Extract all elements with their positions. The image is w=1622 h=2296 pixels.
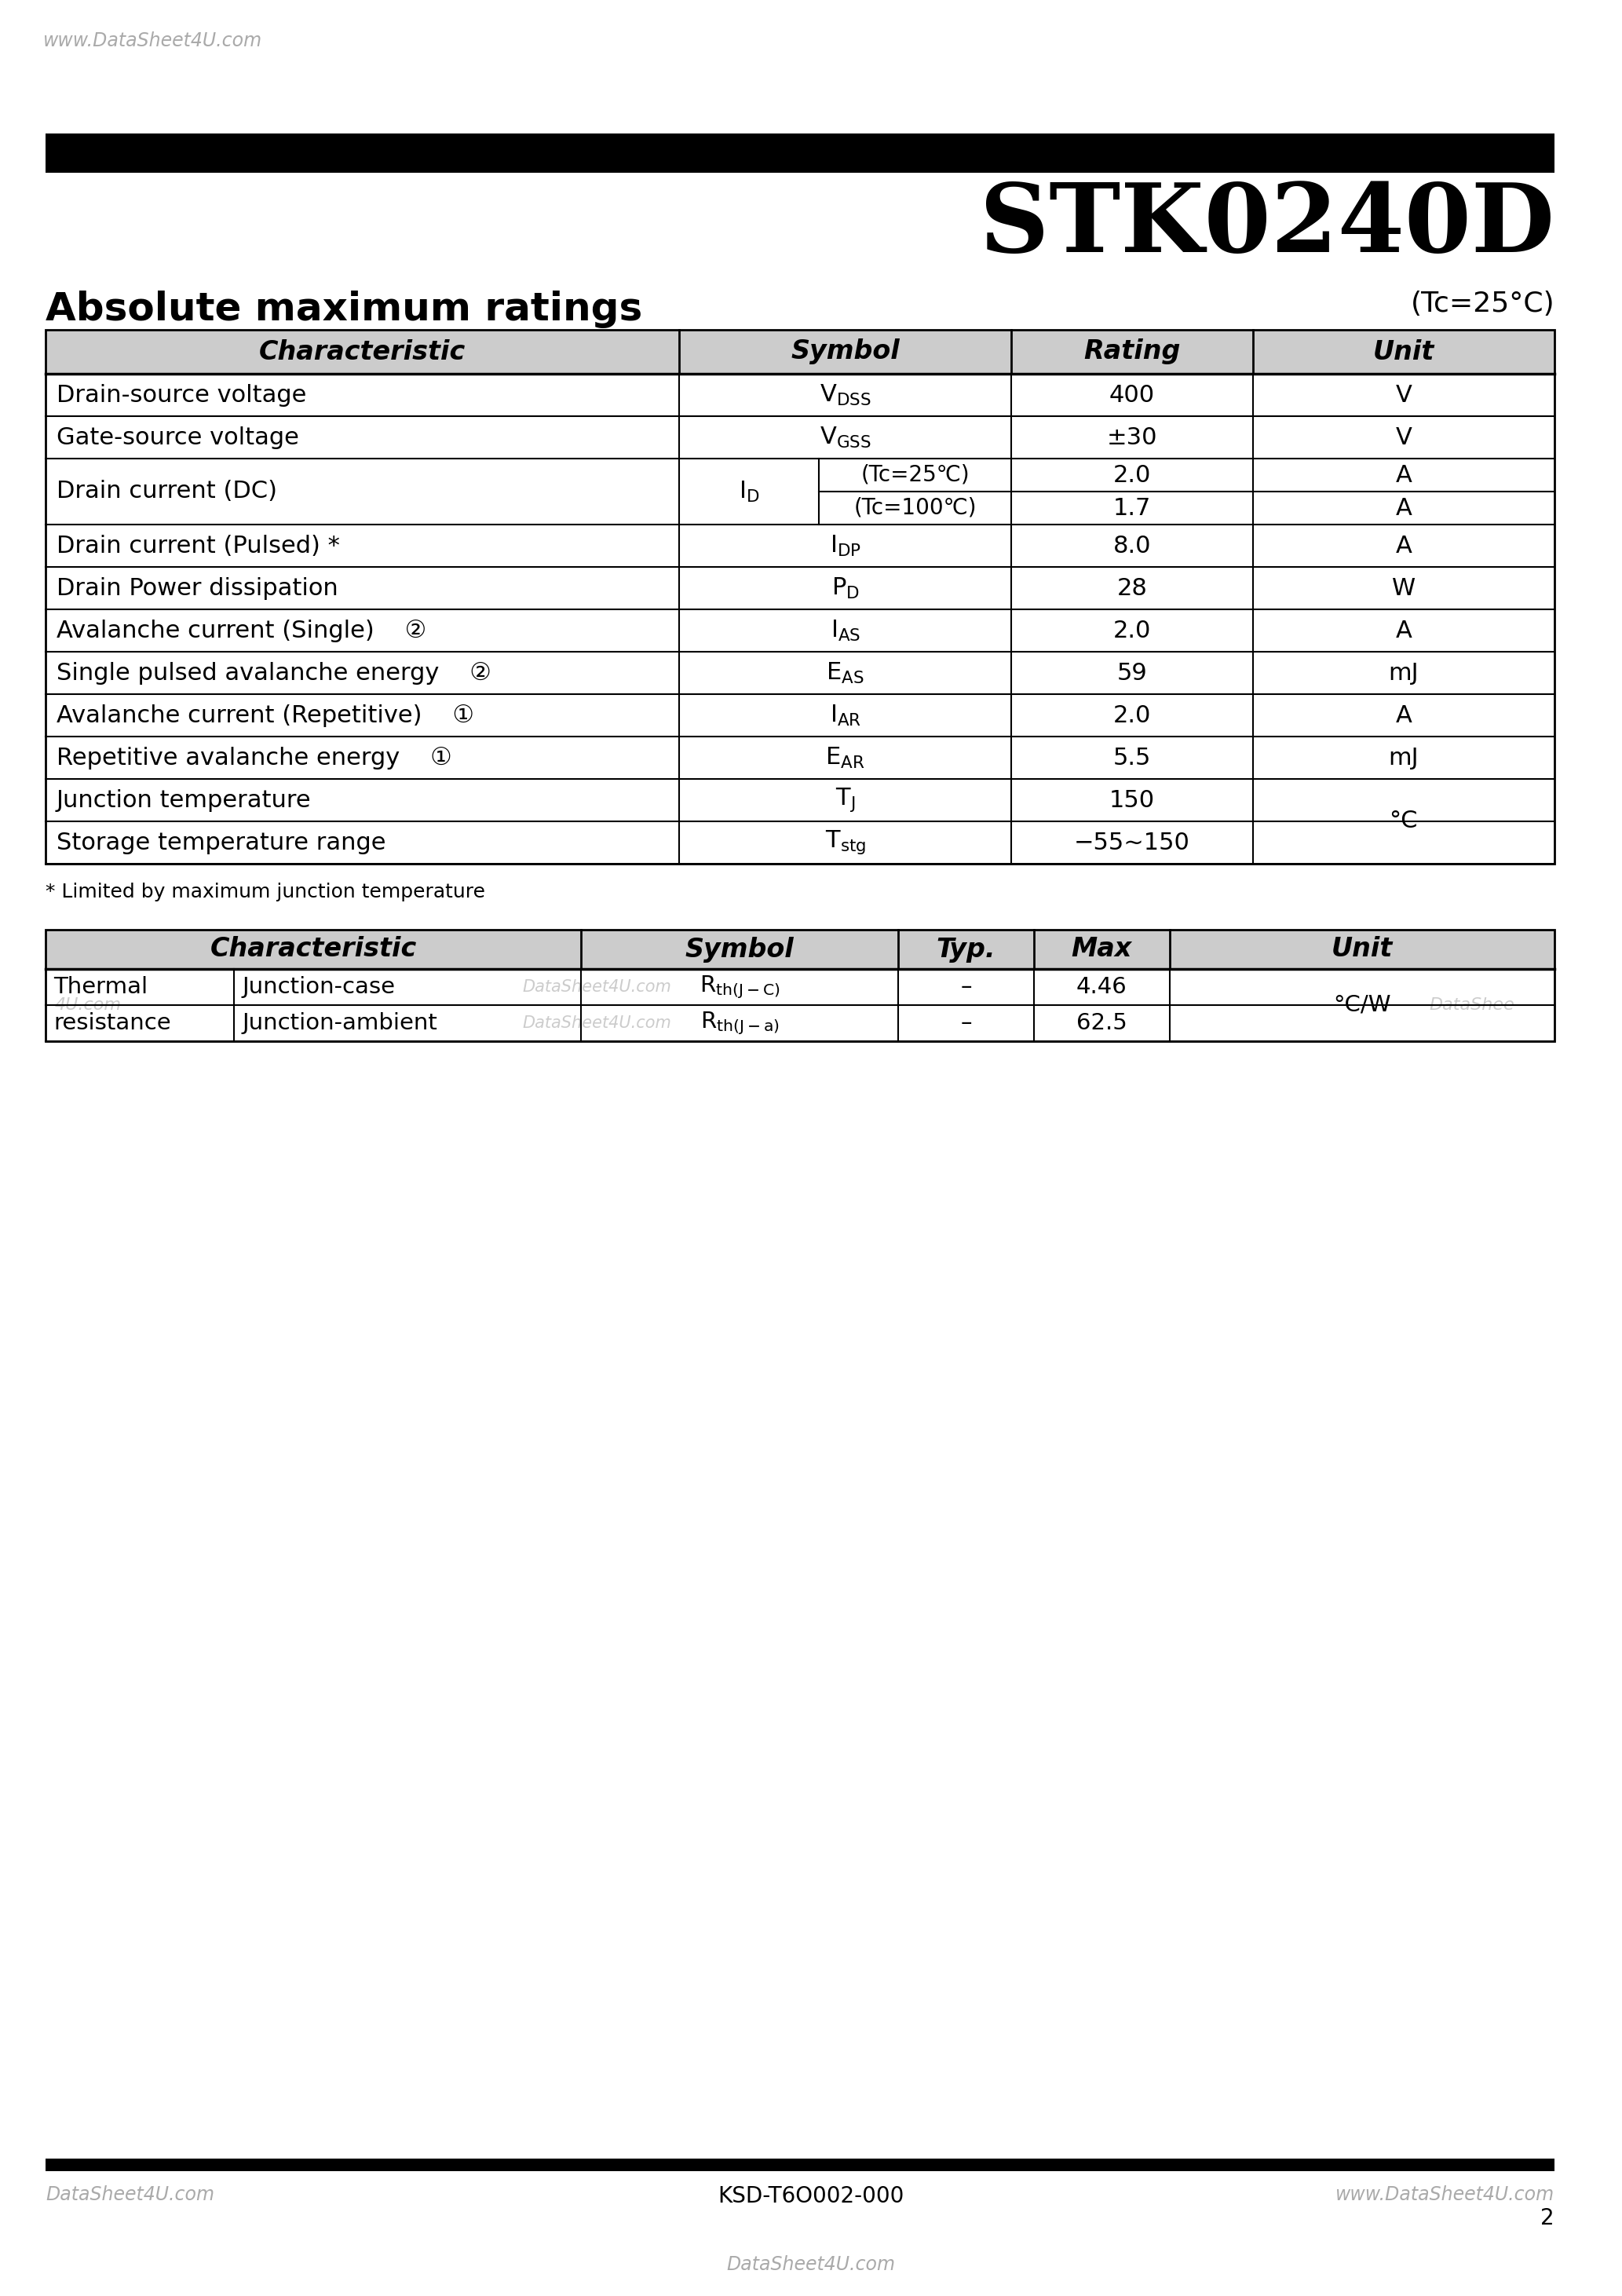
Text: Avalanche current (Single)    ②: Avalanche current (Single) ② bbox=[57, 620, 427, 643]
Text: V: V bbox=[1395, 427, 1411, 448]
Text: E$_{\mathrm{AR}}$: E$_{\mathrm{AR}}$ bbox=[826, 746, 865, 769]
Text: –: – bbox=[960, 1013, 972, 1033]
Text: A: A bbox=[1395, 620, 1411, 643]
Text: I$_{\mathrm{AR}}$: I$_{\mathrm{AR}}$ bbox=[829, 703, 861, 728]
Text: resistance: resistance bbox=[54, 1013, 170, 1033]
Text: R$_{\mathrm{th(J-a)}}$: R$_{\mathrm{th(J-a)}}$ bbox=[701, 1010, 779, 1035]
Text: (Tc=100℃): (Tc=100℃) bbox=[853, 496, 976, 519]
Text: I$_{\mathrm{AS}}$: I$_{\mathrm{AS}}$ bbox=[830, 618, 860, 643]
Text: P$_{\mathrm{D}}$: P$_{\mathrm{D}}$ bbox=[830, 576, 860, 599]
Text: −55~150: −55~150 bbox=[1074, 831, 1191, 854]
Text: W: W bbox=[1392, 576, 1416, 599]
Text: T$_{\mathrm{stg}}$: T$_{\mathrm{stg}}$ bbox=[826, 829, 866, 856]
Text: Junction temperature: Junction temperature bbox=[57, 790, 311, 810]
Text: 2.0: 2.0 bbox=[1113, 705, 1152, 728]
Text: V$_{\mathrm{GSS}}$: V$_{\mathrm{GSS}}$ bbox=[819, 425, 871, 450]
Text: * Limited by maximum junction temperature: * Limited by maximum junction temperatur… bbox=[45, 882, 485, 902]
Bar bbox=[45, 133, 1554, 172]
Text: I$_{\mathrm{DP}}$: I$_{\mathrm{DP}}$ bbox=[829, 533, 861, 558]
Text: E$_{\mathrm{AS}}$: E$_{\mathrm{AS}}$ bbox=[826, 661, 865, 684]
Text: Typ.: Typ. bbox=[936, 937, 996, 962]
Text: Unit: Unit bbox=[1332, 937, 1393, 962]
Text: DataSheet4U.com: DataSheet4U.com bbox=[45, 2186, 214, 2204]
Text: 28: 28 bbox=[1116, 576, 1147, 599]
Text: °C/W: °C/W bbox=[1333, 994, 1392, 1017]
Text: I$_{\mathrm{D}}$: I$_{\mathrm{D}}$ bbox=[738, 480, 759, 503]
Text: DataShee: DataShee bbox=[1429, 996, 1515, 1013]
Text: 400: 400 bbox=[1109, 383, 1155, 406]
Text: KSD-T6O002-000: KSD-T6O002-000 bbox=[719, 2186, 903, 2206]
Text: V$_{\mathrm{DSS}}$: V$_{\mathrm{DSS}}$ bbox=[819, 383, 871, 406]
Text: 2.0: 2.0 bbox=[1113, 620, 1152, 643]
Text: Symbol: Symbol bbox=[684, 937, 795, 962]
Text: mJ: mJ bbox=[1388, 661, 1419, 684]
Text: Rating: Rating bbox=[1083, 340, 1181, 365]
Text: 1.7: 1.7 bbox=[1113, 496, 1152, 519]
Text: V: V bbox=[1395, 383, 1411, 406]
Text: Drain-source voltage: Drain-source voltage bbox=[57, 383, 307, 406]
Bar bbox=[45, 930, 1554, 1040]
Bar bbox=[45, 331, 1554, 374]
Text: Max: Max bbox=[1072, 937, 1132, 962]
Text: 150: 150 bbox=[1109, 790, 1155, 810]
Text: Drain current (DC): Drain current (DC) bbox=[57, 480, 277, 503]
Text: Characteristic: Characteristic bbox=[260, 340, 466, 365]
Text: Drain current (Pulsed) *: Drain current (Pulsed) * bbox=[57, 535, 341, 558]
Bar bbox=[45, 930, 1554, 969]
Text: –: – bbox=[960, 976, 972, 999]
Text: Characteristic: Characteristic bbox=[209, 937, 417, 962]
Text: 4.46: 4.46 bbox=[1077, 976, 1127, 999]
Text: Absolute maximum ratings: Absolute maximum ratings bbox=[45, 292, 642, 328]
Text: Avalanche current (Repetitive)    ①: Avalanche current (Repetitive) ① bbox=[57, 705, 474, 728]
Text: Thermal: Thermal bbox=[54, 976, 148, 999]
Text: ±30: ±30 bbox=[1106, 427, 1156, 448]
Text: Symbol: Symbol bbox=[792, 340, 900, 365]
Bar bbox=[45, 331, 1554, 863]
Bar bbox=[45, 2158, 1554, 2172]
Text: DataSheet4U.com: DataSheet4U.com bbox=[727, 2255, 895, 2273]
Text: 4U.com: 4U.com bbox=[55, 996, 122, 1013]
Text: 2: 2 bbox=[1541, 2206, 1554, 2229]
Text: DataSheet4U.com: DataSheet4U.com bbox=[522, 978, 672, 994]
Text: Junction-ambient: Junction-ambient bbox=[242, 1013, 438, 1033]
Text: A: A bbox=[1395, 705, 1411, 728]
Text: Junction-case: Junction-case bbox=[242, 976, 396, 999]
Text: 59: 59 bbox=[1118, 661, 1147, 684]
Text: Repetitive avalanche energy    ①: Repetitive avalanche energy ① bbox=[57, 746, 453, 769]
Text: A: A bbox=[1395, 464, 1411, 487]
Text: 2.0: 2.0 bbox=[1113, 464, 1152, 487]
Text: Storage temperature range: Storage temperature range bbox=[57, 831, 386, 854]
Text: mJ: mJ bbox=[1388, 746, 1419, 769]
Text: Drain Power dissipation: Drain Power dissipation bbox=[57, 576, 337, 599]
Text: 8.0: 8.0 bbox=[1113, 535, 1152, 558]
Text: Gate-source voltage: Gate-source voltage bbox=[57, 427, 298, 448]
Text: R$_{\mathrm{th(J-C)}}$: R$_{\mathrm{th(J-C)}}$ bbox=[699, 974, 780, 1001]
Text: (Tc=25°C): (Tc=25°C) bbox=[1410, 292, 1554, 317]
Text: 62.5: 62.5 bbox=[1077, 1013, 1127, 1033]
Text: T$_{\mathrm{J}}$: T$_{\mathrm{J}}$ bbox=[835, 788, 855, 813]
Text: www.DataSheet4U.com: www.DataSheet4U.com bbox=[44, 32, 263, 51]
Text: STK0240D: STK0240D bbox=[980, 179, 1554, 271]
Text: DataSheet4U.com: DataSheet4U.com bbox=[522, 1015, 672, 1031]
Text: www.DataSheet4U.com: www.DataSheet4U.com bbox=[1335, 2186, 1554, 2204]
Text: 5.5: 5.5 bbox=[1113, 746, 1152, 769]
Text: (Tc=25℃): (Tc=25℃) bbox=[861, 464, 970, 487]
Text: Single pulsed avalanche energy    ②: Single pulsed avalanche energy ② bbox=[57, 661, 491, 684]
Text: A: A bbox=[1395, 496, 1411, 519]
Text: °C: °C bbox=[1390, 810, 1418, 833]
Text: Unit: Unit bbox=[1372, 340, 1434, 365]
Text: A: A bbox=[1395, 535, 1411, 558]
